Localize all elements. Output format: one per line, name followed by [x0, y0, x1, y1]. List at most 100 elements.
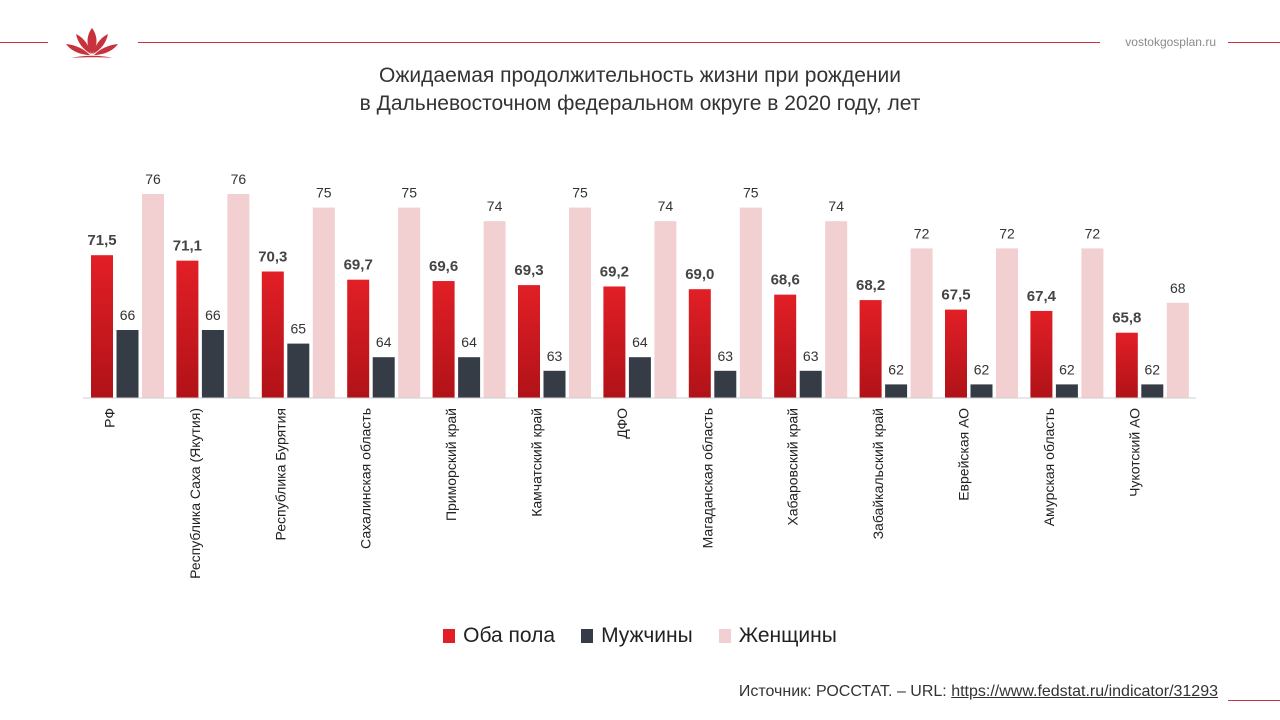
x-tick-label-6: ДФО [614, 408, 630, 439]
data-label-both-9: 68,2 [856, 277, 885, 294]
chart-title: Ожидаемая продолжительность жизни при ро… [0, 62, 1280, 118]
legend-swatch-men [581, 629, 594, 643]
data-label-men-7: 63 [718, 348, 734, 364]
data-label-both-8: 68,6 [771, 272, 800, 289]
data-label-women-0: 76 [145, 171, 161, 187]
footer-rule [1228, 700, 1280, 701]
bar-women-3 [398, 207, 421, 398]
bar-men-0 [116, 330, 139, 398]
data-label-women-9: 72 [914, 225, 930, 241]
data-label-men-10: 62 [974, 361, 990, 377]
bar-both-11 [1030, 310, 1053, 398]
legend-label-both: Оба пола [463, 624, 556, 647]
data-label-men-4: 64 [461, 334, 477, 350]
bar-men-5 [543, 370, 566, 398]
data-label-men-8: 63 [803, 348, 819, 364]
bar-both-7 [688, 289, 711, 398]
data-label-both-6: 69,2 [600, 263, 629, 280]
data-label-women-3: 75 [401, 185, 417, 201]
x-tick-label-7: Магаданская область [699, 408, 715, 548]
bar-women-11 [1081, 248, 1104, 398]
data-label-both-10: 67,5 [941, 287, 970, 304]
data-label-both-7: 69,0 [685, 266, 714, 283]
data-label-both-12: 65,8 [1112, 310, 1141, 327]
bar-men-8 [799, 370, 822, 398]
bar-men-11 [1055, 384, 1078, 398]
lotus-icon [66, 28, 118, 58]
legend-item-women: Женщины [718, 624, 837, 648]
bar-both-12 [1115, 332, 1138, 398]
bar-men-6 [628, 357, 651, 398]
bar-women-2 [312, 207, 335, 398]
legend-item-both: Оба пола [443, 624, 555, 648]
bar-men-1 [201, 330, 224, 398]
x-tick-label-0: РФ [102, 408, 118, 428]
header-rule-left [0, 42, 48, 43]
bar-men-4 [458, 357, 481, 398]
bar-both-6 [603, 286, 626, 398]
data-label-women-12: 68 [1170, 280, 1186, 296]
data-label-men-2: 65 [291, 321, 307, 337]
data-label-women-10: 72 [999, 225, 1015, 241]
data-label-men-3: 64 [376, 334, 392, 350]
bar-women-1 [227, 194, 250, 398]
data-label-both-4: 69,6 [429, 258, 458, 275]
legend-label-women: Женщины [738, 624, 837, 647]
legend: Оба пола Мужчины Женщины [0, 624, 1280, 648]
data-label-both-5: 69,3 [514, 262, 543, 279]
bar-chart: 71,5 66 76 РФ 71,1 66 76 Республика Саха (Якути… [83, 171, 1196, 579]
bar-women-5 [569, 207, 591, 398]
x-tick-label-4: Приморский край [443, 408, 459, 521]
bar-men-3 [372, 357, 395, 398]
bar-both-2 [261, 271, 284, 398]
legend-swatch-both [443, 629, 456, 643]
data-label-both-0: 71,5 [87, 232, 116, 249]
site-url[interactable]: vostokgosplan.ru [1125, 35, 1216, 49]
bar-both-9 [859, 300, 882, 398]
data-label-women-5: 75 [572, 185, 588, 201]
source-note: Источник: РОССТАТ. – URL: https://www.fe… [739, 683, 1218, 701]
data-label-women-11: 72 [1085, 225, 1101, 241]
x-tick-label-8: Хабаровский край [785, 408, 801, 526]
bar-women-0 [142, 194, 164, 398]
data-label-men-9: 62 [888, 361, 904, 377]
data-label-men-1: 66 [205, 307, 221, 323]
bar-both-3 [347, 279, 370, 398]
bar-men-9 [885, 384, 908, 398]
bar-both-10 [945, 309, 967, 398]
data-label-men-0: 66 [120, 307, 136, 323]
data-label-men-11: 62 [1059, 361, 1075, 377]
bar-both-0 [91, 255, 113, 398]
chart-title-line-1: Ожидаемая продолжительность жизни при ро… [379, 64, 901, 87]
bar-women-12 [1166, 302, 1189, 398]
bar-both-8 [774, 294, 797, 398]
header-rule-right [1228, 42, 1280, 43]
chart-title-line-2: в Дальневосточном федеральном округе в 2… [359, 92, 921, 115]
data-label-men-6: 64 [632, 334, 648, 350]
data-label-both-2: 70,3 [258, 249, 287, 266]
x-tick-label-10: Еврейская АО [956, 408, 972, 501]
bar-men-7 [714, 370, 737, 398]
legend-item-men: Мужчины [581, 624, 693, 648]
source-prefix: Источник: РОССТАТ. – URL: [738, 683, 952, 700]
data-label-both-1: 71,1 [173, 238, 202, 255]
data-label-men-5: 63 [547, 348, 563, 364]
data-label-men-12: 62 [1145, 361, 1161, 377]
bar-women-7 [739, 207, 762, 398]
source-link[interactable]: https://www.fedstat.ru/indicator/31293 [951, 683, 1218, 700]
bar-men-2 [287, 343, 310, 398]
data-label-women-6: 74 [658, 198, 674, 214]
data-label-both-11: 67,4 [1027, 288, 1057, 305]
bar-women-10 [996, 248, 1018, 398]
data-label-women-4: 74 [487, 198, 503, 214]
legend-swatch-women [718, 629, 731, 643]
x-tick-label-2: Республика Бурятия [272, 408, 288, 540]
legend-label-men: Мужчины [601, 624, 693, 647]
bar-men-12 [1141, 384, 1164, 398]
bar-both-4 [432, 281, 455, 398]
data-label-women-7: 75 [743, 185, 759, 201]
bar-men-10 [970, 384, 993, 398]
x-tick-label-1: Республика Саха (Якутия) [187, 408, 203, 579]
data-label-women-1: 76 [231, 171, 247, 187]
header-rule-main [138, 42, 1100, 43]
